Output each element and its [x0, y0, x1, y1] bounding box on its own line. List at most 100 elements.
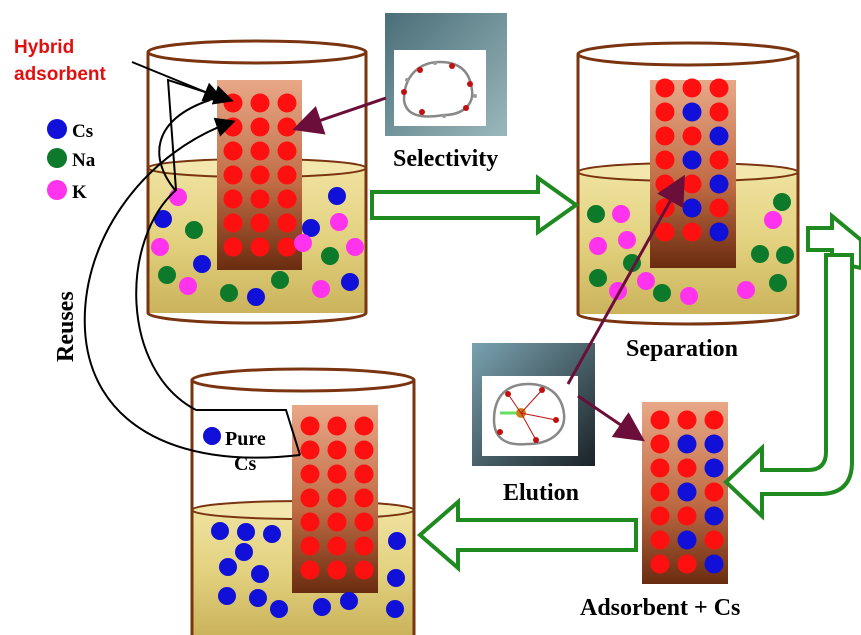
adsorbent-strip-eluted [292, 405, 378, 593]
ion-k-dot [330, 213, 348, 231]
pointer-arrow-to-strip [566, 174, 685, 385]
adsorbent-site-dot [677, 410, 697, 430]
adsorbed-cs-dot [677, 482, 697, 502]
adsorbent-site-dot [300, 488, 320, 508]
ion-na-dot [776, 246, 794, 264]
ion-na-dot [271, 271, 289, 289]
adsorbent-site-dot [223, 213, 243, 233]
ion-k-dot [346, 238, 364, 256]
adsorbent-site-dot [300, 440, 320, 460]
ion-cs-dot [249, 589, 267, 607]
adsorbent-site-dot [354, 560, 374, 580]
legend: Cs Na K [47, 119, 96, 203]
ion-k-dot [151, 238, 169, 256]
pointer-arrow-top [292, 96, 387, 135]
pure-cs-marker [203, 427, 221, 445]
pure-cs-label-line2: Cs [234, 453, 256, 475]
adsorbent-site-dot [650, 506, 670, 526]
adsorbent-site-dot [677, 554, 697, 574]
legend-cs-label: Cs [72, 121, 93, 142]
ion-k-dot [179, 277, 197, 295]
molecule-image-middle [472, 343, 595, 466]
legend-cs-marker [47, 119, 67, 139]
ion-cs-dot [388, 532, 406, 550]
adsorbent-site-dot [655, 126, 675, 146]
adsorbent-site-dot [250, 237, 270, 257]
hybrid-adsorbent-label-line1: Hybrid [14, 37, 74, 58]
adsorbed-cs-dot [704, 458, 724, 478]
adsorbent-site-dot [223, 165, 243, 185]
adsorbent-site-dot [300, 560, 320, 580]
adsorbent-site-dot [250, 141, 270, 161]
adsorbent-site-dot [300, 416, 320, 436]
adsorbed-cs-dot [704, 554, 724, 574]
adsorbent-site-dot [223, 117, 243, 137]
ion-na-dot [220, 284, 238, 302]
ion-cs-dot [235, 543, 253, 561]
adsorbent-site-dot [250, 213, 270, 233]
beaker-pure-cs-ions [211, 522, 406, 618]
pure-cs-label-line1: Pure [225, 428, 266, 450]
adsorbent-site-dot [655, 150, 675, 170]
adsorbent-site-dot [677, 458, 697, 478]
adsorbent-site-dot [327, 464, 347, 484]
adsorbent-site-dot [277, 141, 297, 161]
adsorbent-site-dot [250, 189, 270, 209]
adsorbent-site-dot [650, 458, 670, 478]
ion-k-dot [612, 205, 630, 223]
adsorbent-site-dot [650, 530, 670, 550]
adsorbent-site-dot [677, 506, 697, 526]
adsorbent-site-dot [250, 165, 270, 185]
adsorbent-site-dot [223, 141, 243, 161]
adsorbed-cs-dot [709, 222, 729, 242]
ion-k-dot [294, 234, 312, 252]
adsorbent-site-dot [682, 222, 702, 242]
legend-na-label: Na [72, 150, 96, 171]
adsorbed-cs-dot [682, 198, 702, 218]
adsorbent-site-dot [655, 174, 675, 194]
adsorbent-site-dot [650, 410, 670, 430]
selectivity-label: Selectivity [393, 146, 498, 172]
hybrid-adsorbent-label-line2: adsorbent [14, 64, 107, 85]
ion-k-dot [637, 272, 655, 290]
ion-cs-dot [302, 219, 320, 237]
ion-cs-dot [313, 598, 331, 616]
legend-na-marker [47, 148, 67, 168]
ion-k-dot [312, 280, 330, 298]
adsorbed-cs-dot [682, 102, 702, 122]
adsorbent-site-dot [354, 536, 374, 556]
adsorbent-site-dot [300, 536, 320, 556]
ion-na-dot [653, 284, 671, 302]
reuse-curve-loop [158, 99, 211, 191]
adsorbent-site-dot [277, 93, 297, 113]
ion-cs-dot [251, 565, 269, 583]
legend-k-label: K [72, 182, 87, 203]
reuse-curve-inner [135, 78, 301, 456]
adsorbent-site-dot [709, 198, 729, 218]
adsorbent-site-dot [277, 189, 297, 209]
adsorbent-site-dot [327, 416, 347, 436]
ion-na-dot [587, 205, 605, 223]
ion-cs-dot [218, 587, 236, 605]
ion-na-dot [185, 221, 203, 239]
ion-k-dot [764, 211, 782, 229]
adsorbent-site-dot [704, 530, 724, 550]
flow-arrow-to-separation [370, 174, 580, 236]
elution-label: Elution [503, 480, 579, 506]
adsorbent-site-dot [300, 464, 320, 484]
adsorbent-site-dot [354, 440, 374, 460]
adsorbent-site-dot [709, 78, 729, 98]
flow-arrow-elution [416, 497, 638, 573]
adsorbent-site-dot [250, 93, 270, 113]
separation-label: Separation [626, 336, 738, 362]
ion-na-dot [751, 245, 769, 263]
ion-k-dot [737, 281, 755, 299]
ion-na-dot [589, 269, 607, 287]
beaker-separation-ions [587, 193, 794, 305]
adsorbent-site-dot [223, 93, 243, 113]
ion-cs-dot [154, 210, 172, 228]
adsorbent-site-dot [277, 165, 297, 185]
adsorbed-cs-dot [704, 434, 724, 454]
reuses-label: Reuses [53, 291, 79, 362]
